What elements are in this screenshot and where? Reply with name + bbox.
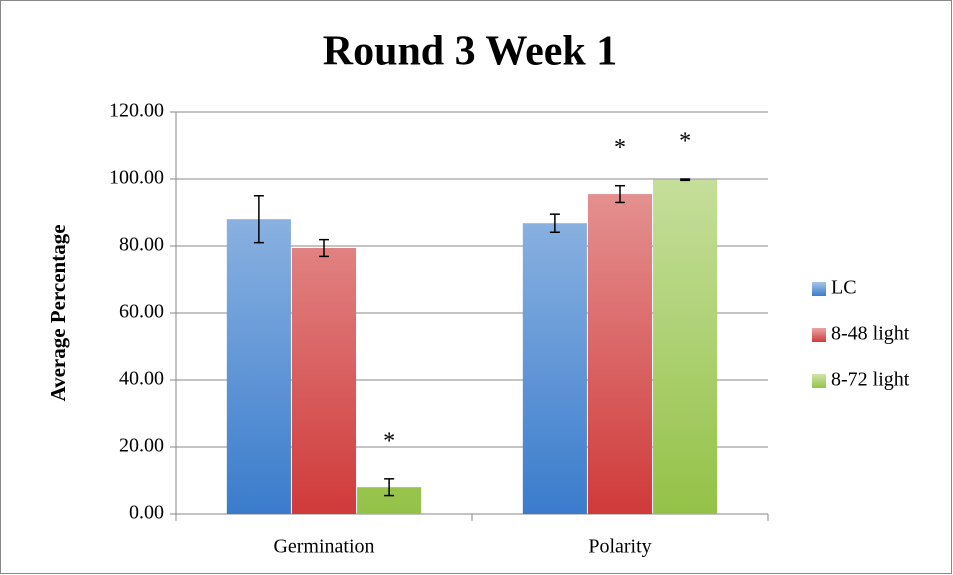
x-tick-label: Germination [273, 536, 374, 558]
y-tick-label: 80.00 [119, 234, 164, 256]
bar [653, 179, 718, 515]
bar [587, 194, 653, 514]
annotation: * [383, 428, 395, 454]
legend-swatch [812, 328, 826, 342]
y-tick-label: 20.00 [119, 435, 164, 457]
y-tick-label: 60.00 [119, 301, 164, 323]
annotation: * [614, 135, 626, 161]
y-tick-label: 40.00 [119, 368, 164, 390]
legend-swatch [812, 282, 826, 296]
bar [226, 219, 291, 514]
bar [522, 223, 587, 514]
y-axis-label: Average Percentage [46, 224, 70, 401]
bar [291, 248, 357, 514]
annotation: * [679, 129, 691, 155]
legend-label: 8-72 light [831, 369, 910, 391]
y-tick-label: 100.00 [109, 167, 164, 189]
y-tick-label: 0.00 [129, 502, 164, 524]
legend-label: LC [831, 277, 857, 299]
y-tick-label: 120.00 [109, 100, 164, 122]
legend-label: 8-48 light [831, 323, 910, 345]
x-tick-label: Polarity [588, 536, 651, 558]
legend-swatch [812, 374, 826, 388]
chart-title: Round 3 Week 1 [323, 29, 617, 75]
